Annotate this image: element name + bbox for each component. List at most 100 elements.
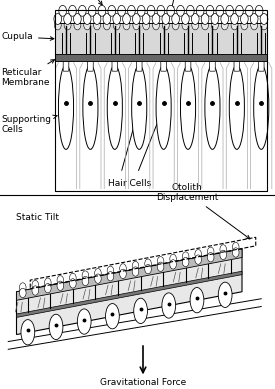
- Circle shape: [138, 5, 145, 16]
- Circle shape: [118, 5, 125, 16]
- Circle shape: [153, 20, 159, 30]
- Circle shape: [103, 14, 111, 25]
- Circle shape: [83, 14, 91, 25]
- Circle shape: [211, 20, 218, 30]
- Circle shape: [95, 274, 101, 283]
- Bar: [55, 23, 267, 54]
- Circle shape: [57, 276, 64, 285]
- Circle shape: [255, 5, 263, 16]
- Circle shape: [191, 14, 199, 25]
- Circle shape: [82, 271, 89, 280]
- Circle shape: [167, 5, 175, 16]
- Ellipse shape: [134, 298, 147, 324]
- Circle shape: [88, 5, 96, 16]
- Circle shape: [94, 20, 100, 30]
- Ellipse shape: [83, 65, 98, 149]
- Bar: [55, 54, 267, 61]
- Circle shape: [172, 20, 179, 30]
- Circle shape: [251, 20, 258, 30]
- Circle shape: [107, 266, 114, 275]
- Circle shape: [152, 14, 160, 25]
- Polygon shape: [16, 271, 242, 317]
- Circle shape: [231, 14, 238, 25]
- Circle shape: [220, 250, 227, 259]
- Circle shape: [250, 14, 258, 25]
- Circle shape: [220, 245, 227, 254]
- Ellipse shape: [21, 320, 35, 345]
- Circle shape: [45, 278, 51, 287]
- Circle shape: [260, 20, 268, 30]
- FancyBboxPatch shape: [258, 60, 264, 71]
- Circle shape: [221, 14, 229, 25]
- Circle shape: [70, 273, 76, 283]
- Circle shape: [241, 20, 248, 30]
- Ellipse shape: [132, 65, 147, 149]
- Circle shape: [98, 5, 106, 16]
- Circle shape: [145, 265, 151, 274]
- Circle shape: [54, 14, 62, 25]
- Circle shape: [57, 281, 64, 291]
- Circle shape: [64, 20, 71, 30]
- Circle shape: [69, 5, 76, 16]
- Circle shape: [82, 276, 89, 286]
- Ellipse shape: [106, 303, 119, 329]
- Circle shape: [133, 14, 140, 25]
- Circle shape: [186, 5, 194, 16]
- Ellipse shape: [218, 282, 232, 307]
- FancyBboxPatch shape: [63, 60, 69, 71]
- Ellipse shape: [156, 65, 171, 149]
- Ellipse shape: [49, 314, 63, 340]
- Circle shape: [170, 260, 176, 269]
- FancyBboxPatch shape: [185, 60, 191, 71]
- Text: Cupula: Cupula: [1, 32, 54, 42]
- Circle shape: [221, 20, 228, 30]
- Circle shape: [226, 5, 233, 16]
- Text: Gravitational Force: Gravitational Force: [100, 378, 186, 387]
- Text: Striola: Striola: [161, 0, 191, 10]
- Circle shape: [232, 248, 239, 257]
- Circle shape: [78, 5, 86, 16]
- Ellipse shape: [254, 65, 269, 149]
- Circle shape: [182, 252, 189, 261]
- Circle shape: [202, 20, 208, 30]
- FancyBboxPatch shape: [112, 60, 118, 71]
- Circle shape: [157, 257, 164, 266]
- Circle shape: [201, 14, 209, 25]
- Circle shape: [132, 261, 139, 271]
- Circle shape: [64, 14, 72, 25]
- Circle shape: [132, 267, 139, 276]
- FancyBboxPatch shape: [234, 60, 240, 71]
- Circle shape: [32, 280, 39, 290]
- Circle shape: [216, 5, 224, 16]
- Circle shape: [95, 268, 101, 278]
- Circle shape: [236, 5, 243, 16]
- Bar: [55, 10, 267, 191]
- Circle shape: [74, 20, 81, 30]
- Circle shape: [143, 20, 150, 30]
- Circle shape: [32, 286, 39, 295]
- Circle shape: [232, 242, 239, 252]
- Circle shape: [145, 259, 151, 268]
- Circle shape: [84, 20, 91, 30]
- Text: Reticular
Membrane: Reticular Membrane: [1, 60, 54, 88]
- Circle shape: [133, 20, 140, 30]
- Circle shape: [54, 20, 61, 30]
- Circle shape: [245, 5, 253, 16]
- Circle shape: [113, 20, 120, 30]
- Ellipse shape: [180, 65, 196, 149]
- Circle shape: [231, 20, 238, 30]
- Circle shape: [20, 288, 26, 298]
- Circle shape: [107, 272, 114, 281]
- Circle shape: [108, 5, 115, 16]
- Circle shape: [206, 5, 214, 16]
- Circle shape: [162, 20, 169, 30]
- Ellipse shape: [229, 65, 244, 149]
- Circle shape: [182, 20, 189, 30]
- Text: Hair Cells: Hair Cells: [108, 179, 151, 188]
- Ellipse shape: [107, 65, 122, 149]
- Circle shape: [260, 14, 268, 25]
- Ellipse shape: [58, 65, 74, 149]
- Circle shape: [113, 14, 120, 25]
- Ellipse shape: [205, 65, 220, 149]
- Circle shape: [195, 249, 202, 259]
